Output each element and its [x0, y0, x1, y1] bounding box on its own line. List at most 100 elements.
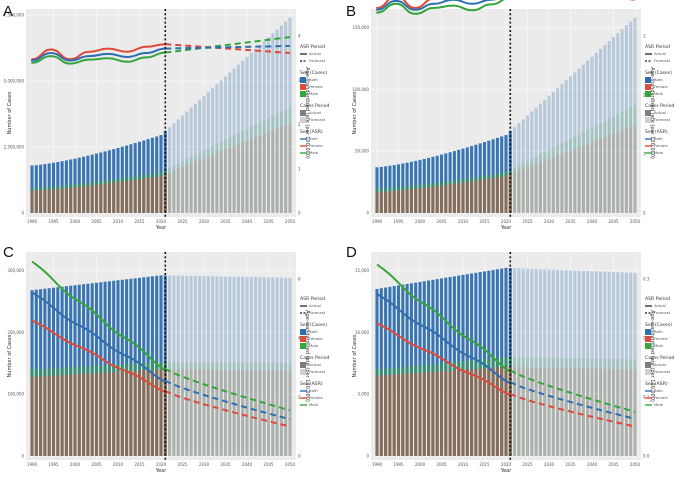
bar-female: [375, 375, 379, 456]
x-axis-title: Year: [500, 468, 513, 474]
asr-line-male: [31, 51, 167, 65]
bar-female: [396, 374, 401, 456]
legend-key-swatch: [300, 91, 306, 97]
bar-male: [215, 362, 219, 456]
legend-label: Forecast: [309, 58, 326, 63]
bar-male: [521, 163, 525, 213]
bar-female: [547, 367, 551, 456]
bar-female: [112, 182, 116, 213]
bar-male: [69, 184, 73, 213]
y2-tick-label: 3: [643, 34, 646, 39]
bar-female: [146, 177, 150, 213]
bar-both: [262, 41, 266, 213]
x-tick-label: 2040: [242, 219, 253, 224]
bar-female: [461, 369, 465, 456]
bar-female: [508, 174, 512, 213]
bar-female: [262, 133, 266, 213]
bar-male: [77, 366, 81, 456]
bar-male: [448, 362, 452, 456]
bar-female: [228, 370, 232, 456]
x-tick-label: 2045: [608, 219, 619, 224]
bar-female: [180, 369, 185, 456]
bar-male: [39, 368, 43, 456]
bar-male: [534, 156, 538, 213]
asr-forecast-female: [509, 393, 636, 428]
bar-male: [112, 179, 116, 213]
bar-male: [275, 113, 279, 213]
bar-female: [543, 367, 547, 456]
bar-female: [90, 373, 94, 456]
bar-female: [249, 370, 253, 456]
bar-female: [543, 160, 547, 213]
bar-both: [530, 111, 534, 213]
bar-female: [457, 370, 461, 456]
bar-female: [82, 373, 86, 456]
bar-female: [586, 143, 590, 213]
bar-female: [379, 191, 383, 213]
bar-female: [103, 372, 107, 456]
bar-male: [30, 187, 34, 213]
bar-female: [168, 369, 172, 456]
bar-male: [172, 165, 176, 213]
bar-both: [236, 64, 240, 213]
bar-female: [482, 368, 487, 456]
legend-label: Actual: [654, 303, 666, 308]
bar-male: [603, 358, 607, 456]
bar-female: [258, 370, 262, 456]
x-tick-label: 2000: [70, 219, 81, 224]
bar-female: [530, 367, 534, 456]
bar-male: [474, 177, 478, 213]
bar-male: [620, 112, 624, 213]
y-tick-label: 100,000: [7, 392, 24, 397]
bar-male: [616, 114, 620, 213]
bar-female: [439, 185, 444, 213]
bar-both: [556, 269, 560, 456]
bar-both: [599, 271, 603, 456]
bar-female: [392, 374, 396, 456]
bar-male: [284, 109, 288, 213]
bar-male: [611, 116, 616, 213]
bar-female: [150, 369, 154, 456]
bar-female: [228, 147, 232, 213]
bar-female: [112, 372, 116, 456]
legend-label: Both: [654, 77, 663, 82]
bar-male: [564, 358, 568, 456]
y2-tick-label: 0.3: [643, 277, 650, 282]
bar-both: [586, 60, 590, 213]
bar-male: [262, 120, 266, 213]
asr-line-male: [376, 263, 511, 373]
y-axis-title: Number of Cases: [7, 334, 13, 377]
bar-both: [168, 127, 172, 213]
bar-female: [206, 369, 210, 456]
bar-male: [94, 181, 99, 213]
bar-both: [633, 272, 637, 456]
bar-male: [245, 128, 249, 213]
bar-male: [379, 368, 383, 456]
asr-line-both: [376, 293, 511, 385]
bar-female: [405, 189, 409, 213]
bar-male: [491, 174, 495, 213]
bar-both: [228, 276, 232, 456]
legend-title: Sex (Cases): [645, 70, 672, 76]
bar-male: [594, 358, 598, 456]
x-tick-label: 2005: [436, 462, 447, 467]
bar-male: [577, 358, 581, 456]
y-tick-label: 10,000: [355, 330, 369, 335]
bar-male: [538, 154, 542, 213]
bar-male: [146, 174, 150, 213]
x-tick-label: 2025: [177, 219, 188, 224]
bar-male: [64, 367, 68, 456]
bar-female: [146, 370, 150, 456]
y-axis-title: Number of Cases: [352, 91, 358, 134]
legend-label: Forecast: [309, 117, 326, 122]
bar-both: [254, 277, 258, 456]
bar-female: [64, 188, 68, 213]
legend-key-swatch: [300, 84, 306, 90]
bar-female: [517, 367, 521, 456]
bar-female: [384, 374, 388, 456]
bar-female: [288, 370, 292, 456]
bar-female: [202, 369, 206, 456]
bar-both: [620, 29, 624, 214]
legend-label: Actual: [309, 362, 321, 367]
